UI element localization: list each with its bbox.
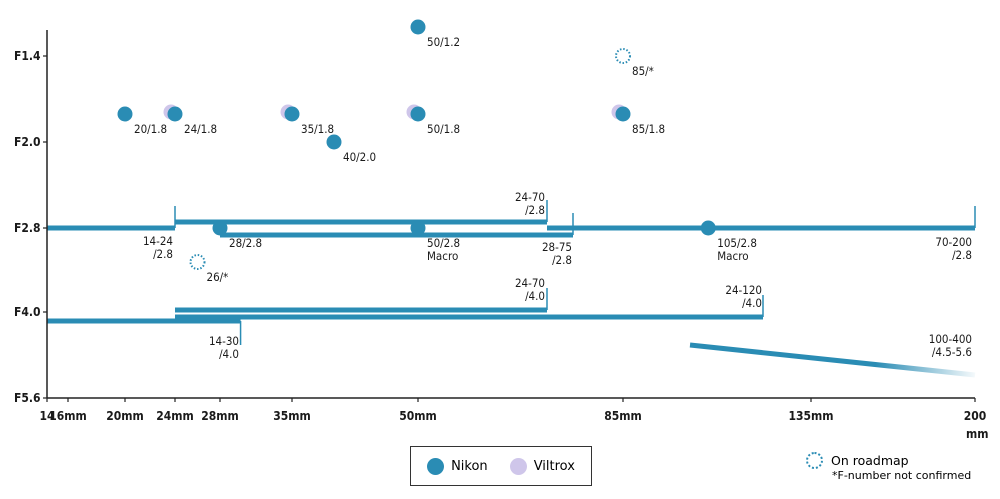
roadmap-point — [189, 254, 206, 270]
zoom-label: 14-24/2.8 — [143, 234, 173, 261]
nikon-point — [615, 106, 631, 122]
prime-label: 85/* — [632, 64, 654, 78]
prime-label: 50/2.8 Macro — [427, 236, 460, 263]
x-tick-label: 200 — [964, 409, 987, 423]
nikon-point — [410, 19, 426, 35]
prime-label: 28/2.8 — [229, 236, 262, 250]
y-ticks: F1.4 F2.0 F2.8 F4.0 F5.6 — [14, 49, 47, 405]
legend-label-nikon: Nikon — [451, 458, 488, 474]
zoom-label: 100-400/4.5-5.6 — [929, 332, 972, 359]
zoom-label: 24-70/2.8 — [515, 190, 545, 217]
prime-label: 105/2.8 Macro — [717, 236, 757, 263]
y-tick-label: F5.6 — [14, 391, 41, 405]
x-tick-label: 35mm — [273, 409, 311, 423]
y-tick-label: F1.4 — [14, 49, 41, 63]
nikon-point — [167, 106, 183, 122]
zoom-label: 24-120/4.0 — [725, 283, 762, 310]
legend-label-viltrox: Viltrox — [533, 458, 575, 474]
point-labels: 14-24/2.8 24-70/2.8 28-75/2.8 70-200/2.8 24-… — [134, 35, 972, 361]
y-tick-label: F2.8 — [14, 221, 41, 235]
roadmap-ring-icon — [806, 452, 823, 469]
zoom-label: 24-70/4.0 — [515, 276, 545, 303]
zoom-label: 28-75/2.8 — [542, 240, 572, 267]
prime-label: 26/* — [207, 270, 229, 284]
x-tick-label: 85mm — [604, 409, 642, 423]
nikon-point — [410, 220, 426, 236]
nikon-point — [410, 106, 426, 122]
roadmap-label: On roadmap — [831, 453, 909, 468]
nikon-point — [117, 106, 133, 122]
prime-points — [117, 19, 716, 270]
prime-label: 20/1.8 — [134, 122, 167, 136]
x-tick-label: 50mm — [399, 409, 437, 423]
x-tick-label: 24mm — [156, 409, 194, 423]
roadmap-footnote: *F-number not confirmed — [832, 469, 972, 482]
prime-label: 35/1.8 — [301, 122, 334, 136]
nikon-point — [284, 106, 300, 122]
nikon-swatch-icon — [427, 457, 445, 475]
zoom-bar — [689, 342, 976, 378]
legend-item-nikon: Nikon — [427, 457, 488, 475]
x-tick-label: 135mm — [788, 409, 833, 423]
x-tick-label: 14 — [39, 409, 55, 423]
x-tick-label: 28mm — [201, 409, 239, 423]
prime-label: 85/1.8 — [632, 122, 665, 136]
y-tick-label: F4.0 — [14, 305, 41, 319]
viltrox-swatch-icon — [509, 457, 527, 475]
legend: Nikon Viltrox — [410, 446, 592, 486]
prime-label: 40/2.0 — [343, 150, 376, 164]
zoom-label: 14-30/4.0 — [209, 334, 239, 361]
nikon-point — [326, 134, 342, 150]
roadmap-note: On roadmap *F-number not confirmed — [806, 452, 971, 482]
roadmap-point — [615, 48, 631, 64]
nikon-point — [700, 220, 716, 236]
x-tick-label: 20mm — [106, 409, 144, 423]
x-unit-label: mm — [966, 427, 989, 441]
x-tick-label: 16mm — [49, 409, 87, 423]
nikon-point — [212, 220, 228, 236]
zoom-label: 70-200/2.8 — [935, 235, 972, 262]
prime-label: 24/1.8 — [184, 122, 217, 136]
y-tick-label: F2.0 — [14, 135, 41, 149]
zoom-bars — [47, 200, 976, 378]
prime-label: 50/1.2 — [427, 35, 460, 49]
prime-label: 50/1.8 — [427, 122, 460, 136]
axes — [46, 30, 975, 399]
legend-item-viltrox: Viltrox — [509, 457, 575, 475]
